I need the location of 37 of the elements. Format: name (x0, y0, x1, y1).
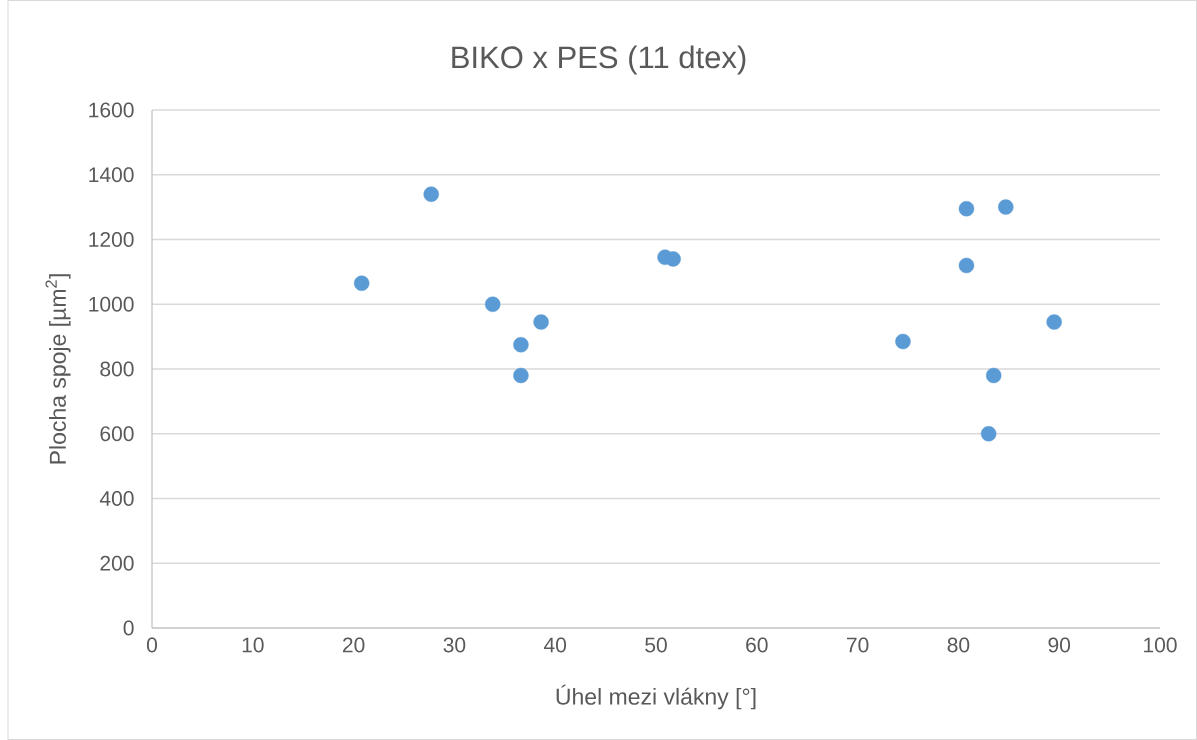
point (958, 201, 975, 217)
point (513, 337, 529, 353)
x-tick-label: 40 (544, 637, 567, 653)
point (895, 333, 911, 350)
point (513, 367, 529, 384)
x-tick-label: 10 (242, 637, 264, 653)
x-tick-label: 90 (1048, 637, 1071, 653)
y-tick-label: 1000 (89, 296, 134, 312)
x-tick-label: 20 (342, 637, 365, 653)
x-tick-label: 0 (146, 637, 158, 653)
y-tick-label: 1400 (89, 167, 134, 183)
point (423, 186, 439, 202)
point (958, 257, 975, 274)
x-axis-title: Úhel mezi vlákny [°] (556, 684, 756, 710)
x-tick-label: 70 (847, 637, 869, 653)
point (533, 314, 549, 330)
point (353, 275, 370, 291)
y-tick-label: 0 (123, 620, 134, 636)
point (665, 251, 681, 267)
y-tick-label: 600 (100, 426, 134, 442)
y-tick-label: 400 (99, 491, 134, 506)
x-tick-label: 30 (443, 637, 466, 653)
x-tick-label: 80 (947, 637, 970, 653)
x-tick-label: 100 (1144, 637, 1177, 653)
y-axis-title: Plocha spoje [µm$^{2}$] (45, 274, 71, 464)
point (985, 367, 1002, 384)
y-tick-label: 1600 (89, 102, 134, 118)
point (1046, 314, 1062, 330)
y-tick-label: 200 (100, 555, 134, 571)
point (485, 296, 501, 312)
y-tick-label: 1200 (89, 232, 134, 247)
point (980, 426, 997, 442)
point (998, 199, 1014, 215)
x-tick-label: 50 (645, 637, 667, 653)
chart-title: BIKO x PES (11 dtex) (452, 45, 746, 75)
y-tick-label: 800 (100, 361, 134, 377)
x-tick-label: 60 (746, 637, 768, 653)
